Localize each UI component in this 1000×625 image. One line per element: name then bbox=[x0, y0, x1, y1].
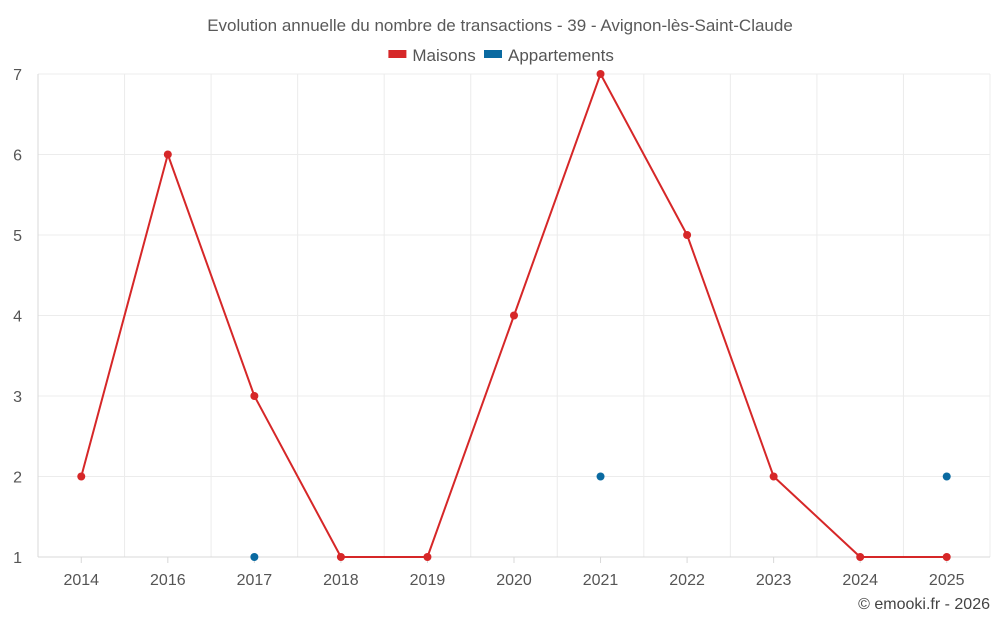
series-appartements bbox=[250, 472, 951, 561]
y-tick-label: 6 bbox=[13, 148, 22, 165]
legend-swatch-appartements bbox=[484, 50, 502, 58]
chart-title: Evolution annuelle du nombre de transact… bbox=[207, 16, 793, 35]
data-series bbox=[77, 70, 951, 561]
y-tick-label: 1 bbox=[13, 550, 22, 567]
series-maisons bbox=[77, 70, 951, 561]
x-tick-label: 2025 bbox=[929, 572, 965, 589]
legend-label-maisons: Maisons bbox=[412, 46, 475, 65]
x-tick-label: 2024 bbox=[842, 572, 878, 589]
maisons-point bbox=[942, 553, 951, 561]
x-tick-label: 2020 bbox=[496, 572, 532, 589]
maisons-point bbox=[163, 150, 172, 159]
chart-legend: Maisons Appartements bbox=[388, 46, 614, 65]
y-tick-label: 5 bbox=[13, 228, 22, 245]
x-tick-label: 2021 bbox=[583, 572, 619, 589]
x-tick-label: 2016 bbox=[150, 572, 186, 589]
x-tick-label: 2023 bbox=[756, 572, 792, 589]
x-tick-label: 2022 bbox=[669, 572, 705, 589]
maisons-point bbox=[683, 231, 692, 239]
maisons-point bbox=[856, 553, 865, 561]
y-tick-label: 4 bbox=[13, 309, 22, 326]
maisons-point bbox=[423, 553, 432, 561]
axes: 1 2 3 4 5 6 7 2014 2016 2017 2018 2019 2020 2021 2022 2… bbox=[13, 67, 990, 589]
y-tick-label: 3 bbox=[13, 389, 22, 406]
maisons-point bbox=[596, 70, 605, 78]
maisons-point bbox=[336, 553, 345, 561]
y-tick-label: 2 bbox=[13, 470, 22, 487]
legend-swatch-maisons bbox=[388, 50, 407, 58]
maisons-point bbox=[77, 472, 86, 481]
grid-lines bbox=[37, 73, 991, 557]
legend-label-appartements: Appartements bbox=[508, 46, 614, 65]
x-tick-label: 2018 bbox=[323, 572, 359, 589]
x-tick-label: 2017 bbox=[237, 572, 273, 589]
appartements-point bbox=[250, 553, 259, 561]
x-tick-label: 2019 bbox=[410, 572, 446, 589]
appartements-point bbox=[596, 472, 605, 481]
x-tick-label: 2014 bbox=[63, 572, 99, 589]
credit-text: © emooki.fr - 2026 bbox=[858, 596, 990, 613]
maisons-point bbox=[510, 311, 518, 320]
y-tick-label: 7 bbox=[13, 67, 22, 84]
maisons-point bbox=[250, 392, 259, 400]
appartements-point bbox=[942, 472, 951, 481]
maisons-point bbox=[769, 472, 778, 481]
